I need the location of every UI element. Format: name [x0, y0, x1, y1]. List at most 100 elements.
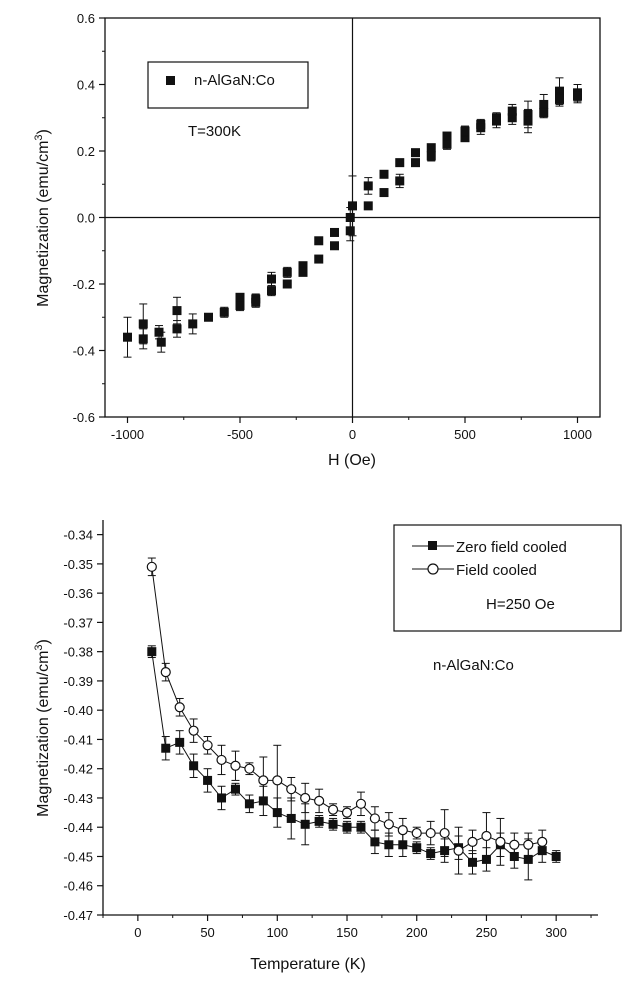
fc-point — [523, 839, 534, 850]
data-point — [298, 261, 308, 271]
series-line-zfc — [151, 651, 557, 863]
data-point — [314, 236, 324, 246]
data-point — [507, 106, 517, 116]
zfc-point — [175, 737, 185, 747]
chart-temperature-ylabel-main: Magnetization (emu/cm — [35, 651, 52, 817]
data-point — [235, 292, 245, 302]
x-tick-label: 1000 — [563, 427, 592, 442]
data-point — [363, 181, 373, 191]
data-point — [282, 267, 292, 277]
fc-point — [314, 795, 325, 806]
chart-temperature: 0 50 100 150 200 250 300 -0.47 -0.46 -0.45 -0.44 -0… — [33, 520, 622, 973]
y-tick-label: -0.42 — [63, 762, 93, 777]
y-tick-label: 0.0 — [77, 211, 95, 226]
zfc-point — [551, 851, 561, 861]
y-tick-label: -0.38 — [63, 645, 93, 660]
zfc-point — [426, 849, 436, 859]
chart-temperature-annotation: n-AlGaN:Co — [433, 657, 514, 674]
data-point — [426, 143, 436, 153]
fc-point — [160, 667, 171, 678]
fc-point — [188, 725, 199, 736]
data-point — [267, 286, 276, 296]
zfc-point — [468, 857, 478, 867]
y-tick-label: -0.41 — [63, 732, 93, 747]
chart-hysteresis-legend: n-AlGaN:Co T=300K — [147, 61, 309, 140]
zfc-point — [328, 819, 338, 829]
data-point — [138, 334, 148, 344]
chart-temperature-legend: Zero field cooled Field cooled H=250 Oe — [393, 524, 622, 632]
data-point — [411, 148, 420, 158]
data-point — [330, 241, 339, 251]
chart-temperature-legend-zfc-label: Zero field cooled — [456, 539, 567, 556]
fc-point — [439, 827, 450, 839]
y-tick-label: -0.43 — [63, 791, 93, 806]
data-point — [267, 274, 276, 284]
fc-point — [146, 561, 157, 572]
x-tick-label: 200 — [406, 925, 428, 940]
zfc-point — [481, 854, 491, 864]
zfc-point — [356, 822, 366, 832]
y-tick-label: -0.44 — [63, 820, 93, 835]
zfc-point — [286, 813, 296, 823]
fc-point — [272, 775, 283, 786]
x-tick-label: 500 — [454, 427, 476, 442]
y-tick-label: 0.6 — [77, 11, 95, 26]
y-tick-label: -0.34 — [63, 528, 93, 543]
data-point — [330, 227, 339, 237]
chart-temperature-series — [146, 557, 561, 881]
zfc-point — [161, 743, 171, 753]
x-tick-label: 250 — [476, 925, 498, 940]
zfc-point — [230, 784, 240, 794]
chart-temperature-ylabel: Magnetization (emu/cm3) — [33, 639, 52, 817]
data-point — [395, 176, 405, 186]
chart-temperature-ylabel-sup: 3 — [33, 644, 45, 650]
x-tick-label: 0 — [134, 925, 141, 940]
zfc-point — [314, 816, 324, 826]
chart-temperature-ticks: 0 50 100 150 200 250 300 -0.47 -0.46 -0.45 -0.44 -0… — [63, 528, 592, 940]
fc-point — [369, 813, 381, 824]
data-point — [314, 254, 324, 264]
fc-point — [286, 784, 297, 795]
x-tick-label: 0 — [349, 427, 356, 442]
data-point — [123, 332, 132, 342]
data-point — [172, 306, 182, 316]
zfc-point — [217, 793, 227, 803]
chart-temperature-legend-fc-marker — [427, 563, 439, 575]
chart-temperature-axes — [102, 520, 598, 916]
data-point — [426, 151, 436, 161]
zfc-point — [370, 837, 380, 847]
fc-point — [467, 836, 478, 847]
zfc-point — [203, 775, 213, 785]
data-point — [411, 158, 420, 168]
data-point — [348, 201, 357, 211]
chart-hysteresis-ticks: -1000 -500 0 500 1000 -0.6 -0.4 -0.2 0.0 0.2 0.4 0.… — [73, 11, 592, 442]
data-point — [476, 123, 486, 133]
fc-point — [495, 836, 506, 847]
fc-point — [174, 702, 185, 713]
data-point — [460, 126, 470, 136]
fc-point — [383, 819, 394, 830]
data-point — [345, 213, 355, 222]
y-tick-label: -0.37 — [63, 615, 93, 630]
data-point — [138, 319, 148, 329]
data-point — [523, 116, 533, 126]
data-point — [379, 188, 389, 198]
fc-point — [453, 845, 464, 856]
chart-hysteresis-legend-marker — [166, 76, 175, 85]
fc-point — [327, 804, 339, 815]
zfc-point — [398, 840, 408, 850]
fc-point — [300, 792, 311, 804]
zfc-point — [147, 647, 157, 657]
chart-hysteresis: -1000 -500 0 500 1000 -0.6 -0.4 -0.2 0.0 0.2 0.4 0.… — [33, 11, 601, 469]
data-point — [555, 94, 564, 104]
zfc-point — [244, 799, 254, 809]
y-tick-label: -0.35 — [63, 557, 93, 572]
data-point — [573, 91, 582, 101]
fc-point — [481, 830, 492, 842]
chart-hysteresis-points — [123, 77, 582, 358]
y-tick-label: 0.2 — [77, 144, 95, 159]
chart-hysteresis-ylabel: Magnetization (emu/cm3) — [33, 129, 52, 307]
y-tick-label: -0.45 — [63, 849, 93, 864]
data-point — [251, 297, 261, 307]
